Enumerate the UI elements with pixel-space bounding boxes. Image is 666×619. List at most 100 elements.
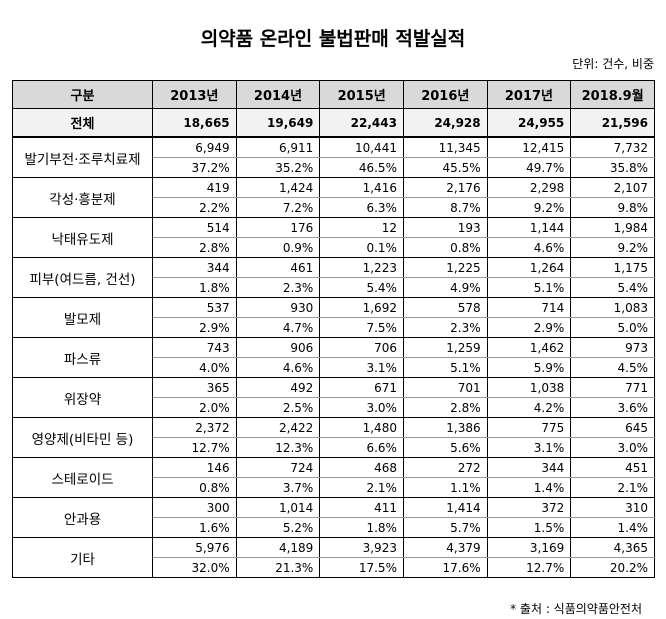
share-cell: 5.4% xyxy=(319,277,404,298)
row-label: 전체 xyxy=(12,108,153,138)
count-cell: 344 xyxy=(152,257,237,278)
count-cell: 176 xyxy=(235,217,321,238)
count-cell: 451 xyxy=(570,457,655,478)
row-label: 위장약 xyxy=(12,377,153,418)
count-cell: 701 xyxy=(402,377,488,398)
column-header: 구분 xyxy=(12,80,153,109)
count-cell: 4,365 xyxy=(570,537,655,558)
unit-note: 단위: 건수, 비중 xyxy=(572,57,654,71)
share-cell: 4.6% xyxy=(486,237,572,258)
count-cell: 6,949 xyxy=(152,136,237,158)
share-row: 37.2% 35.2% 46.5% 45.5% 49.7% 35.8% xyxy=(13,157,655,178)
total-cell: 22,443 xyxy=(319,108,404,138)
row-label: 스테로이드 xyxy=(12,457,153,498)
count-cell: 10,441 xyxy=(319,136,404,158)
total-cell: 18,665 xyxy=(152,108,237,138)
count-row: 낙태유도제 514 176 12 193 1,144 1,984 xyxy=(12,217,655,258)
share-cell: 2.9% xyxy=(486,317,572,338)
count-cell: 1,414 xyxy=(402,497,488,518)
share-cell: 9.8% xyxy=(570,197,655,218)
share-cell: 12.7% xyxy=(152,437,237,458)
share-cell: 5.4% xyxy=(570,277,655,298)
total-row: 전체 18,665 19,649 22,443 24,928 24,955 21,596 xyxy=(12,108,655,138)
count-cell: 1,480 xyxy=(319,417,404,438)
count-cell: 12 xyxy=(319,217,404,238)
row-label: 안과용 xyxy=(12,497,153,538)
share-cell: 46.5% xyxy=(319,157,404,178)
share-cell: 1.8% xyxy=(152,277,237,298)
share-cell: 0.8% xyxy=(402,237,488,258)
count-cell: 1,692 xyxy=(319,297,404,318)
count-cell: 6,911 xyxy=(235,136,321,158)
share-row: 32.0% 21.3% 17.5% 17.6% 12.7% 20.2% xyxy=(13,557,655,578)
share-cell: 0.1% xyxy=(319,237,404,258)
count-cell: 419 xyxy=(152,177,237,198)
count-cell: 1,083 xyxy=(570,297,655,318)
share-cell: 3.0% xyxy=(319,397,404,418)
count-cell: 714 xyxy=(486,297,572,318)
count-cell: 4,189 xyxy=(235,537,321,558)
count-cell: 1,038 xyxy=(486,377,572,398)
count-cell: 1,424 xyxy=(235,177,321,198)
share-cell: 12.3% xyxy=(235,437,321,458)
share-cell: 3.1% xyxy=(319,357,404,378)
share-cell: 7.2% xyxy=(235,197,321,218)
total-cell: 21,596 xyxy=(570,108,655,138)
share-cell: 5.1% xyxy=(486,277,572,298)
count-cell: 514 xyxy=(152,217,237,238)
share-cell: 2.3% xyxy=(402,317,488,338)
count-cell: 973 xyxy=(570,337,655,358)
count-cell: 645 xyxy=(570,417,655,438)
row-label: 각성·흥분제 xyxy=(12,177,153,218)
row-label: 낙태유도제 xyxy=(12,217,153,258)
count-row: 기타 5,976 4,189 3,923 4,379 3,169 4,365 xyxy=(12,537,655,578)
count-cell: 771 xyxy=(570,377,655,398)
share-cell: 35.8% xyxy=(570,157,655,178)
count-cell: 1,264 xyxy=(486,257,572,278)
footnote: * 출처 : 식품의약품안전처 xyxy=(510,602,642,616)
share-cell: 3.1% xyxy=(486,437,572,458)
share-cell: 4.6% xyxy=(235,357,321,378)
count-row: 발모제 537 930 1,692 578 714 1,083 xyxy=(12,297,655,338)
share-cell: 21.3% xyxy=(235,557,321,578)
share-cell: 17.5% xyxy=(319,557,404,578)
count-cell: 1,014 xyxy=(235,497,321,518)
share-cell: 2.1% xyxy=(570,477,655,498)
count-row: 안과용 300 1,014 411 1,414 372 310 xyxy=(12,497,655,538)
share-cell: 17.6% xyxy=(402,557,488,578)
share-cell: 5.0% xyxy=(570,317,655,338)
share-cell: 2.5% xyxy=(235,397,321,418)
share-cell: 5.1% xyxy=(402,357,488,378)
count-cell: 537 xyxy=(152,297,237,318)
share-cell: 37.2% xyxy=(152,157,237,178)
count-row: 파스류 743 906 706 1,259 1,462 973 xyxy=(12,337,655,378)
count-cell: 3,923 xyxy=(319,537,404,558)
count-cell: 706 xyxy=(319,337,404,358)
share-cell: 4.0% xyxy=(152,357,237,378)
share-cell: 1.4% xyxy=(486,477,572,498)
count-cell: 1,462 xyxy=(486,337,572,358)
count-cell: 1,223 xyxy=(319,257,404,278)
count-cell: 1,225 xyxy=(402,257,488,278)
share-cell: 12.7% xyxy=(486,557,572,578)
count-cell: 775 xyxy=(486,417,572,438)
row-label: 발모제 xyxy=(12,297,153,338)
share-cell: 4.2% xyxy=(486,397,572,418)
count-cell: 3,169 xyxy=(486,537,572,558)
share-cell: 4.5% xyxy=(570,357,655,378)
count-cell: 11,345 xyxy=(402,136,488,158)
column-header: 2018.9월 xyxy=(570,80,655,109)
count-cell: 743 xyxy=(152,337,237,358)
share-cell: 9.2% xyxy=(570,237,655,258)
count-cell: 930 xyxy=(235,297,321,318)
count-cell: 146 xyxy=(152,457,237,478)
total-cell: 24,928 xyxy=(402,108,488,138)
count-cell: 906 xyxy=(235,337,321,358)
row-label: 파스류 xyxy=(12,337,153,378)
count-cell: 344 xyxy=(486,457,572,478)
count-cell: 1,144 xyxy=(486,217,572,238)
share-row: 1.6% 5.2% 1.8% 5.7% 1.5% 1.4% xyxy=(13,517,655,538)
share-cell: 2.8% xyxy=(402,397,488,418)
count-cell: 4,379 xyxy=(402,537,488,558)
share-cell: 0.9% xyxy=(235,237,321,258)
